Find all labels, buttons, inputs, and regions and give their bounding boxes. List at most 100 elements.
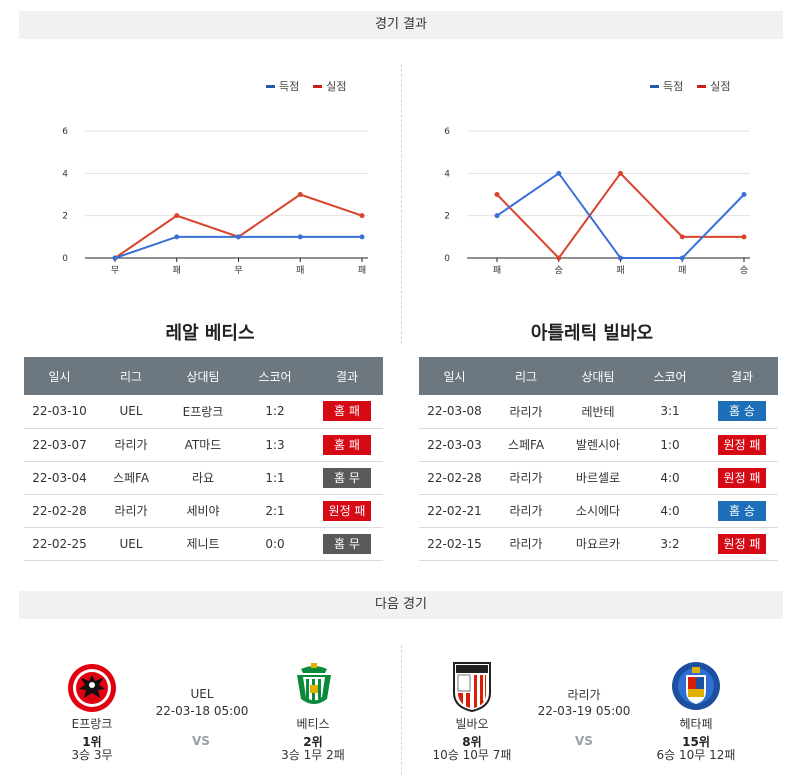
x-tick-label: 승 <box>740 265 748 276</box>
cell-league: UEL <box>95 395 167 429</box>
legend-conceded-swatch <box>313 84 323 88</box>
x-tick-label: 패 <box>358 265 366 276</box>
next-away-team-record-2: 6승 10무 12패 <box>656 748 736 762</box>
legend-conceded-swatch <box>697 84 707 88</box>
eintracht-frankfurt-logo <box>68 664 116 712</box>
cell-result: 원정 패 <box>706 428 778 462</box>
vs-label-1: VS <box>192 734 210 748</box>
table-row: 22-03-04 스페FA 라요 1:1 홈 무 <box>24 461 383 495</box>
table-header-row: 일시 리그 상대팀 스코어 결과 <box>24 357 383 395</box>
cell-result: 원정 패 <box>311 494 383 528</box>
legend-scored: 득점 <box>650 78 683 94</box>
next-away-team-record-1: 3승 1무 2패 <box>281 748 345 762</box>
result-badge: 홈 패 <box>323 401 371 422</box>
cell-score: 4:0 <box>634 494 706 528</box>
cell-opponent: 발렌시아 <box>562 428 634 462</box>
cell-league: 라리가 <box>95 494 167 528</box>
cell-result: 홈 패 <box>311 395 383 429</box>
next-away-team-rank-1: 2위 <box>303 735 323 749</box>
cell-date: 22-03-10 <box>24 395 95 429</box>
chart-legend-left: 득점 실점 <box>266 78 347 94</box>
legend-conceded-label: 실점 <box>326 80 347 93</box>
y-tick-label: 4 <box>62 169 68 179</box>
y-tick-label: 6 <box>62 127 68 137</box>
cell-score: 4:0 <box>634 461 706 495</box>
athletic-bilbao-logo <box>453 662 491 713</box>
conceded-point <box>359 213 365 219</box>
cell-league: 라리가 <box>490 461 562 495</box>
legend-conceded: 실점 <box>697 78 731 94</box>
next-home-team-record-2: 10승 10무 7패 <box>432 748 512 762</box>
next-league-2: 라리가 <box>567 688 601 702</box>
next-home-team-rank-1: 1위 <box>82 735 102 749</box>
x-tick-label: 승 <box>555 265 563 276</box>
chart-legend-right: 득점 실점 <box>650 78 731 94</box>
x-tick-label: 패 <box>296 265 304 276</box>
team-title-betis: 레알 베티스 <box>165 323 255 344</box>
cell-opponent: 라요 <box>167 461 239 495</box>
results-section-header: 경기 결과 <box>19 11 783 39</box>
cell-opponent: 세비야 <box>167 494 239 528</box>
cell-score: 1:1 <box>239 461 311 495</box>
next-home-team-name-2: 빌바오 <box>455 717 489 731</box>
result-badge: 홈 무 <box>323 533 371 554</box>
x-tick-label: 패 <box>173 265 181 276</box>
cell-opponent: 제니트 <box>167 527 239 561</box>
conceded-point <box>618 170 623 176</box>
cell-opponent: 레반테 <box>562 395 634 429</box>
y-tick-label: 0 <box>444 254 450 264</box>
column-header: 스코어 <box>634 357 706 395</box>
cell-result: 홈 무 <box>311 527 383 561</box>
cell-date: 22-02-25 <box>24 527 95 561</box>
scored-point <box>556 170 562 176</box>
x-tick-label: 패 <box>493 265 501 276</box>
legend-scored: 득점 <box>266 78 299 94</box>
cell-league: 라리가 <box>95 428 167 462</box>
next-away-team-name-2: 헤타페 <box>679 717 713 731</box>
table-row: 22-02-21 라리가 소시에다 4:0 홈 승 <box>419 494 778 528</box>
next-home-team-rank-2: 8위 <box>462 735 482 749</box>
scored-point <box>297 234 303 240</box>
legend-scored-swatch <box>650 84 659 88</box>
y-tick-label: 4 <box>444 169 450 179</box>
cell-league: 라리가 <box>490 494 562 528</box>
column-header: 리그 <box>95 357 167 395</box>
cell-opponent: 소시에다 <box>562 494 634 528</box>
scored-point <box>236 234 241 240</box>
legend-conceded: 실점 <box>313 78 347 94</box>
legend-scored-label: 득점 <box>279 80 300 93</box>
cell-score: 2:1 <box>239 494 311 528</box>
column-header: 상대팀 <box>167 357 239 395</box>
table-row: 22-02-25 UEL 제니트 0:0 홈 무 <box>24 527 383 561</box>
result-badge: 원정 패 <box>718 533 766 554</box>
column-header: 상대팀 <box>562 357 634 395</box>
y-tick-label: 2 <box>62 212 68 222</box>
y-tick-label: 6 <box>444 127 450 137</box>
table-header-row: 일시 리그 상대팀 스코어 결과 <box>419 357 778 395</box>
table-row: 22-02-15 라리가 마요르카 3:2 원정 패 <box>419 527 778 561</box>
cell-result: 홈 승 <box>706 395 778 429</box>
result-badge: 홈 승 <box>718 500 766 521</box>
cell-opponent: E프랑크 <box>167 395 239 429</box>
cell-score: 1:2 <box>239 395 311 429</box>
cell-result: 홈 승 <box>706 494 778 528</box>
scored-point <box>174 234 180 240</box>
y-tick-label: 2 <box>444 212 450 222</box>
legend-conceded-label: 실점 <box>710 80 731 93</box>
cell-date: 22-03-07 <box>24 428 95 462</box>
cell-date: 22-03-04 <box>24 461 95 495</box>
vs-label-2: VS <box>575 734 593 748</box>
cell-date: 22-02-28 <box>24 494 95 528</box>
next-datetime-2: 22-03-19 05:00 <box>537 704 631 718</box>
result-badge: 홈 패 <box>323 434 371 455</box>
next-home-team-name-1: E프랑크 <box>71 717 113 731</box>
next-datetime-1: 22-03-18 05:00 <box>155 704 249 718</box>
conceded-series-line <box>114 193 363 259</box>
table-row: 22-03-07 라리가 AT마드 1:3 홈 패 <box>24 428 383 462</box>
next-match-divider <box>401 645 402 775</box>
next-match-section-header: 다음 경기 <box>19 591 783 619</box>
cell-score: 3:2 <box>634 527 706 561</box>
scored-point <box>679 255 685 261</box>
cell-result: 원정 패 <box>706 461 778 495</box>
cell-opponent: 마요르카 <box>562 527 634 561</box>
